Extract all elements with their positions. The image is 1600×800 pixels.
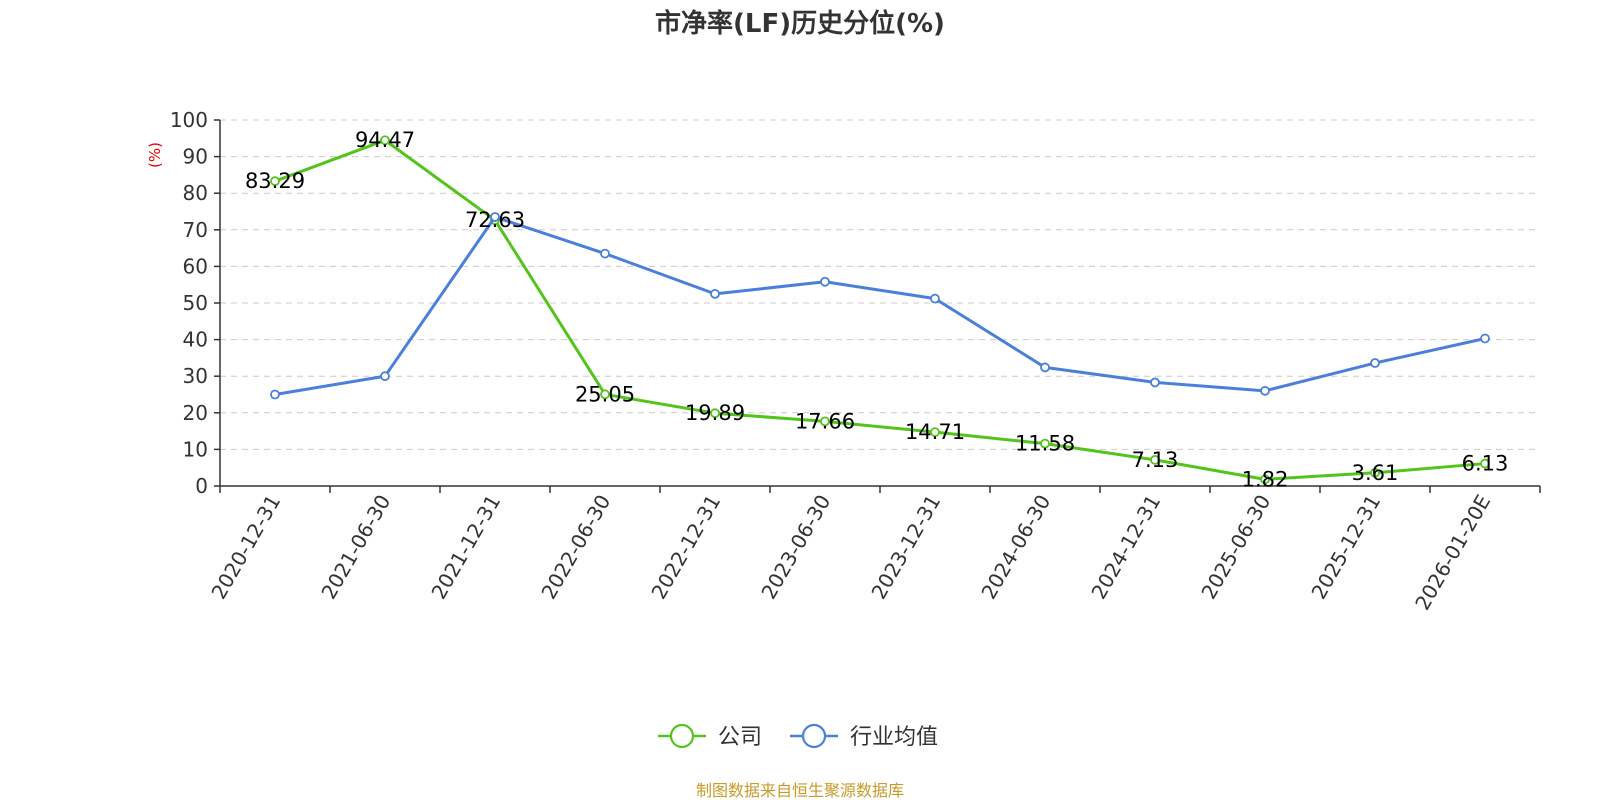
y-tick-label: 50: [183, 291, 208, 315]
y-tick-label: 30: [183, 364, 208, 388]
y-tick-label: 10: [183, 437, 208, 461]
legend-label: 行业均值: [850, 725, 938, 750]
data-label: 14.71: [905, 420, 965, 444]
data-label: 72.63: [465, 208, 525, 232]
x-tick-label: 2024-12-31: [1086, 491, 1165, 604]
data-point: [1040, 362, 1050, 373]
data-label: 6.13: [1462, 452, 1509, 476]
data-point: [1150, 455, 1160, 465]
x-tick-label: 2023-06-30: [756, 491, 835, 604]
data-label: 17.66: [795, 409, 855, 433]
data-point: [820, 276, 830, 287]
x-tick-label: 2026-01-20E: [1410, 491, 1495, 615]
legend-label: 公司: [718, 725, 762, 750]
chart-title: 市净率(LF)历史分位(%): [655, 8, 945, 39]
data-label: 7.13: [1132, 448, 1179, 472]
y-tick-label: 40: [183, 328, 208, 352]
y-tick-label: 80: [183, 181, 208, 205]
x-tick-label: 2020-12-31: [206, 491, 285, 604]
y-tick-label: 20: [183, 401, 208, 425]
y-tick-label: 60: [183, 254, 208, 278]
series-layer: [270, 135, 1490, 485]
data-point: [270, 389, 280, 400]
data-label: 1.82: [1242, 467, 1289, 491]
data-point: [930, 427, 940, 438]
x-tick-label: 2022-12-31: [646, 491, 725, 604]
data-point: [1370, 358, 1380, 368]
data-label: 25.05: [575, 382, 635, 406]
data-point: [930, 293, 940, 304]
data-point: [710, 288, 720, 299]
data-labels: 83.29 94.47 72.63 25.05 19.89 17.66 14.71 11.58…: [245, 128, 1508, 491]
data-point: [710, 408, 720, 419]
legend-marker: [669, 723, 695, 749]
y-tick-label: 90: [183, 145, 208, 169]
data-point: [1370, 467, 1380, 478]
legend-item-0[interactable]: 公司: [658, 723, 762, 750]
data-label: 94.47: [355, 128, 415, 152]
x-tick-label: 2025-06-30: [1196, 491, 1275, 604]
y-tick-label: 70: [183, 218, 208, 242]
data-point: [380, 135, 390, 146]
data-point: [600, 389, 610, 400]
x-tick-label: 2022-06-30: [536, 491, 615, 604]
series-line-1: [274, 215, 1486, 396]
data-point: [490, 212, 500, 222]
data-point: [1150, 377, 1160, 388]
series-line-0: [274, 138, 1486, 481]
data-point: [600, 248, 610, 259]
data-point: [1260, 385, 1270, 396]
data-point: [1040, 438, 1050, 449]
data-label: 3.61: [1352, 461, 1399, 485]
y-tick-label: 0: [195, 474, 208, 498]
x-tick-label: 2025-12-31: [1306, 491, 1385, 604]
data-point: [1480, 333, 1490, 344]
data-point: [380, 371, 390, 382]
data-label: 11.58: [1015, 432, 1075, 456]
x-tick-label: 2021-06-30: [316, 491, 395, 604]
legend-item-1[interactable]: 行业均值: [790, 723, 938, 750]
source-note: 制图数据来自恒生聚源数据库: [696, 781, 904, 800]
legend[interactable]: 公司 行业均值: [658, 723, 938, 750]
axes: 0 10 20 30 40 50 60 70 80 90 100 2020-12-31 2021-06-…: [170, 108, 1541, 615]
y-axis-unit-label: (%): [146, 142, 164, 168]
data-label: 83.29: [245, 169, 305, 193]
gridlines: [220, 119, 1540, 450]
data-point: [270, 176, 280, 187]
data-point: [1260, 474, 1270, 485]
legend-marker: [801, 723, 827, 749]
x-tick-label: 2021-12-31: [426, 491, 505, 604]
x-tick-label: 2024-06-30: [976, 491, 1055, 604]
data-label: 19.89: [685, 401, 745, 425]
y-tick-label: 100: [170, 108, 208, 132]
data-point: [1480, 458, 1490, 469]
x-tick-label: 2023-12-31: [866, 491, 945, 604]
data-point: [820, 416, 830, 427]
